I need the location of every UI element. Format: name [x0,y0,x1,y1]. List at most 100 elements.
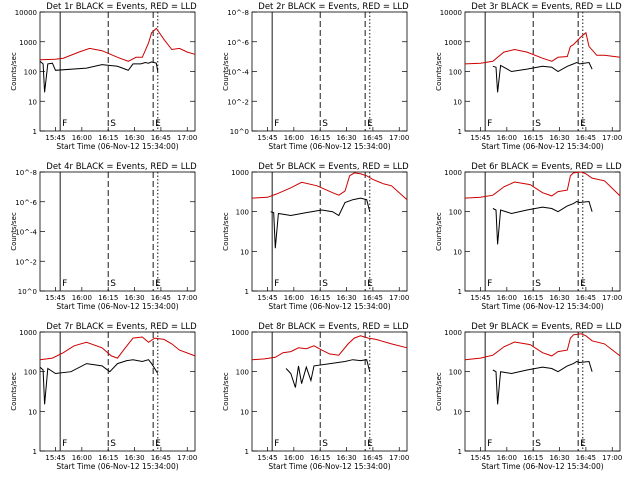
plot-frame [251,11,408,132]
y-axis-label: Counts/sec [10,52,18,91]
x-tick-label: 16:00 [497,454,517,462]
x-tick-label: 16:00 [497,134,517,142]
x-axis-label: Start Time (06-Nov-12 15:34:00) [268,302,390,311]
panel-4: Det 4r BLACK = Events, RED = LLD 10^0 10^-… [10,162,197,311]
panel-5: Det 5r BLACK = Events, RED = LLD 1 10 100 10… [222,162,409,311]
x-tick-label: 16:00 [284,134,304,142]
event-marker-label: S [322,279,328,289]
y-tick-label: 1000 [444,329,462,337]
x-tick-label: 16:15 [98,134,118,142]
y-axis-label: Counts/sec [435,372,443,411]
panel-title: Det 1r BLACK = Events, RED = LLD [46,2,197,12]
y-tick-label: 100 [24,369,37,377]
y-tick-label: 10 [453,98,462,106]
event-marker-label: F [274,279,279,289]
event-marker-label: S [110,439,116,449]
y-tick-label: 100 [449,209,462,217]
y-tick-label: 10 [28,408,37,416]
x-tick-label: 16:15 [98,454,118,462]
y-axis-label: Counts/sec [222,52,230,91]
lld-series-line [39,27,196,62]
x-axis-label: Start Time (06-Nov-12 15:34:00) [481,302,603,311]
event-marker-label: S [110,279,116,289]
events-series-line [492,360,593,405]
y-tick-label: 10 [453,248,462,256]
lld-series-line [39,336,196,361]
x-axis-label: Start Time (06-Nov-12 15:34:00) [56,462,178,471]
plot-frame [464,171,621,292]
panel-3: Det 3r BLACK = Events, RED = LLD 1 10 100 10… [435,2,622,151]
events-series-line [270,197,371,249]
event-marker-label: S [535,439,541,449]
x-tick-label: 16:30 [549,134,569,142]
y-tick-label: 1000 [19,329,37,337]
x-tick-label: 16:45 [151,294,171,302]
x-tick-label: 16:00 [72,294,92,302]
x-tick-label: 16:00 [284,294,304,302]
x-tick-label: 16:30 [336,454,356,462]
x-tick-label: 16:15 [98,294,118,302]
y-tick-label: 1 [458,288,462,296]
x-tick-label: 16:00 [72,454,92,462]
y-axis-label: Counts/sec [10,372,18,411]
event-marker-label: F [487,279,492,289]
event-marker-label: F [487,119,492,129]
panel-1: Det 1r BLACK = Events, RED = LLD 1 10 100 10… [10,2,197,151]
lld-series-line [464,171,621,199]
panel-title: Det 3r BLACK = Events, RED = LLD [471,2,622,12]
panel-title: Det 8r BLACK = Events, RED = LLD [258,322,409,332]
x-tick-label: 16:00 [72,134,92,142]
lld-series-line [251,172,408,201]
y-axis-label: Counts/sec [435,52,443,91]
panel-title: Det 5r BLACK = Events, RED = LLD [258,162,409,172]
x-tick-label: 17:00 [602,134,622,142]
x-tick-label: 15:45 [45,454,65,462]
lld-series-line [251,335,408,361]
y-tick-label: 10^0 [18,288,37,296]
x-tick-label: 16:30 [336,294,356,302]
plot-frame [251,331,408,452]
x-tick-label: 16:30 [124,294,144,302]
x-tick-label: 15:45 [257,294,277,302]
x-axis-label: Start Time (06-Nov-12 15:34:00) [268,462,390,471]
panel-title: Det 6r BLACK = Events, RED = LLD [471,162,622,172]
event-marker-label: F [62,439,67,449]
plot-frame [39,11,196,132]
x-tick-label: 16:15 [310,294,330,302]
x-tick-label: 15:45 [470,294,490,302]
events-series-line [39,60,159,93]
y-tick-label: 1 [245,288,249,296]
x-tick-label: 15:45 [470,454,490,462]
x-tick-label: 16:45 [151,454,171,462]
x-tick-label: 16:30 [336,134,356,142]
y-tick-label: 1 [458,128,462,136]
x-tick-label: 16:00 [497,294,517,302]
panel-title: Det 7r BLACK = Events, RED = LLD [46,322,197,332]
y-tick-label: 10^-2 [15,258,37,266]
x-tick-label: 16:45 [363,134,383,142]
x-tick-label: 16:15 [523,134,543,142]
y-tick-label: 10^-6 [227,39,249,47]
y-tick-label: 10^-4 [227,69,249,77]
y-tick-label: 10 [240,408,249,416]
y-tick-label: 10 [28,98,37,106]
x-tick-label: 16:15 [310,454,330,462]
event-marker-label: S [535,119,541,129]
x-tick-label: 15:45 [470,134,490,142]
y-axis-label: Counts/sec [222,212,230,251]
panel-title: Det 9r BLACK = Events, RED = LLD [471,322,622,332]
panel-9: Det 9r BLACK = Events, RED = LLD 1 10 100 10… [435,322,622,471]
y-tick-label: 1 [245,448,249,456]
x-tick-label: 15:45 [45,294,65,302]
event-marker-label: S [535,279,541,289]
x-axis-label: Start Time (06-Nov-12 15:34:00) [481,142,603,151]
x-tick-label: 15:45 [257,134,277,142]
y-tick-label: 1000 [444,39,462,47]
y-tick-label: 1 [458,448,462,456]
x-tick-label: 16:15 [310,134,330,142]
plot-frame [464,331,621,452]
x-tick-label: 17:00 [602,454,622,462]
y-tick-label: 1000 [444,169,462,177]
x-tick-label: 17:00 [177,134,197,142]
y-tick-label: 1 [33,128,37,136]
